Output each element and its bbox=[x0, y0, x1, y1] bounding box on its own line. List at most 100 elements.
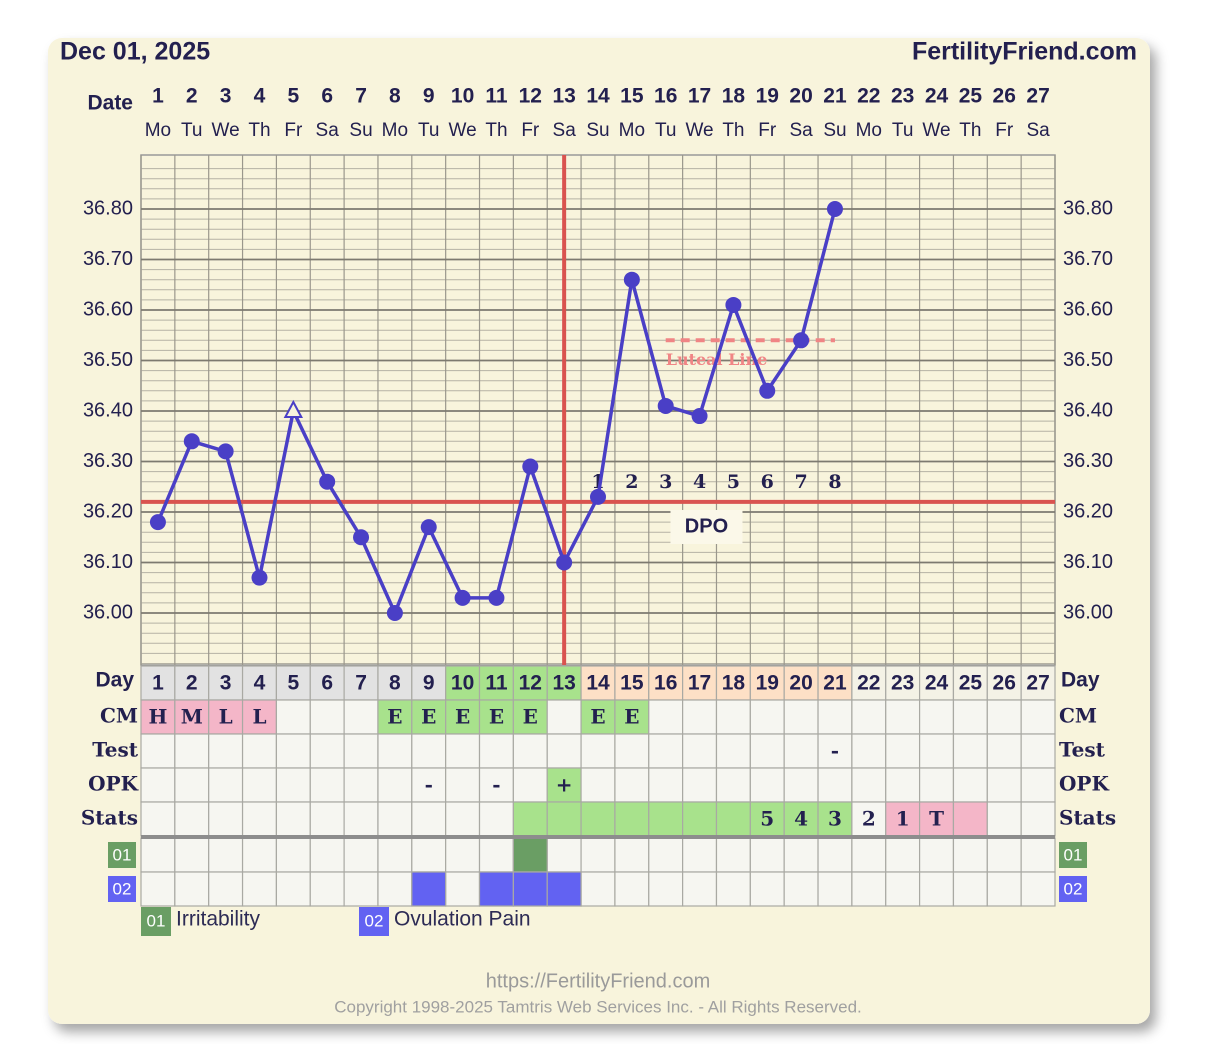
symptom-badge-text: 02 bbox=[113, 879, 132, 898]
chart-date: Dec 01, 2025 bbox=[60, 38, 210, 66]
symptom-cell bbox=[817, 837, 853, 873]
day-number: 9 bbox=[423, 672, 435, 695]
y-tick-label-right: 36.50 bbox=[1063, 349, 1113, 371]
x-tick-label: 2 bbox=[186, 85, 198, 108]
table-cell bbox=[208, 801, 244, 837]
y-tick-label: 36.60 bbox=[83, 298, 133, 320]
x-tick-label: 14 bbox=[586, 85, 610, 108]
table-cell bbox=[682, 801, 718, 837]
table-cell bbox=[546, 801, 582, 837]
temperature-point bbox=[522, 458, 539, 475]
table-cell bbox=[140, 767, 176, 803]
symptom-cell bbox=[377, 837, 413, 873]
temperature-point bbox=[691, 408, 708, 425]
y-tick-label: 36.10 bbox=[83, 551, 133, 573]
x-tick-label: 11 bbox=[485, 85, 508, 108]
symptom-cell bbox=[241, 837, 278, 873]
table-cell bbox=[478, 767, 514, 803]
weekday-label: Fr bbox=[758, 120, 777, 141]
symptom-cell bbox=[986, 837, 1022, 873]
symptom-cell bbox=[715, 871, 751, 907]
cell-text: - bbox=[492, 773, 500, 797]
table-cell bbox=[343, 699, 379, 735]
plot-area bbox=[140, 154, 1056, 666]
x-tick-label: 25 bbox=[959, 85, 983, 108]
day-number: 27 bbox=[1026, 672, 1049, 695]
weekday-label: We bbox=[685, 120, 713, 141]
table-cell bbox=[411, 699, 447, 735]
weekday-label: Fr bbox=[995, 120, 1014, 141]
table-cell bbox=[715, 699, 751, 735]
day-number: 24 bbox=[925, 672, 949, 695]
table-cell bbox=[715, 767, 751, 803]
dpo-number: 4 bbox=[693, 471, 706, 493]
x-tick-label: 5 bbox=[287, 85, 299, 108]
symptom-cell bbox=[208, 871, 244, 907]
symptom-cell bbox=[918, 871, 955, 907]
y-tick-label: 36.20 bbox=[83, 500, 133, 522]
day-number: 11 bbox=[485, 672, 508, 695]
table-cell bbox=[208, 733, 244, 769]
weekday-label: Mo bbox=[619, 120, 645, 141]
table-cell bbox=[241, 699, 278, 735]
y-tick-label-right: 36.80 bbox=[1063, 197, 1113, 219]
day-number: 17 bbox=[688, 672, 711, 695]
table-cell bbox=[241, 801, 278, 837]
day-cell bbox=[783, 665, 819, 701]
table-cell bbox=[309, 801, 345, 837]
table-cell bbox=[817, 767, 853, 803]
x-tick-label: 26 bbox=[993, 85, 1016, 108]
cell-text: 1 bbox=[896, 807, 910, 831]
footer-copyright: Copyright 1998-2025 Tamtris Web Services… bbox=[334, 997, 862, 1016]
weekday-label: We bbox=[922, 120, 950, 141]
cell-text: E bbox=[489, 705, 504, 729]
x-tick-label: 8 bbox=[389, 85, 401, 108]
day-number: 15 bbox=[620, 672, 644, 695]
table-cell bbox=[580, 733, 616, 769]
cell-text: 2 bbox=[862, 807, 876, 831]
symptom-cell bbox=[817, 871, 853, 907]
symptom-cell bbox=[749, 837, 785, 873]
table-cell bbox=[343, 801, 379, 837]
table-cell bbox=[343, 733, 379, 769]
day-cell bbox=[343, 665, 379, 701]
dpo-number: 6 bbox=[761, 471, 774, 493]
day-number: 12 bbox=[519, 672, 542, 695]
symptom-cell bbox=[783, 837, 819, 873]
row-label-right: Day bbox=[1061, 669, 1100, 692]
y-tick-label-right: 36.70 bbox=[1063, 248, 1113, 270]
day-number: 19 bbox=[756, 672, 779, 695]
temperature-point bbox=[454, 589, 471, 606]
x-tick-label: 16 bbox=[654, 85, 677, 108]
table-cell bbox=[715, 801, 751, 837]
weekday-label: Fr bbox=[521, 120, 540, 141]
day-number: 23 bbox=[891, 672, 914, 695]
table-cell bbox=[851, 733, 887, 769]
x-tick-label: 18 bbox=[722, 85, 746, 108]
x-tick-label: 9 bbox=[423, 85, 435, 108]
cell-text: L bbox=[219, 705, 233, 729]
temperature-point bbox=[657, 397, 674, 414]
table-cell bbox=[648, 801, 684, 837]
x-tick-label: 13 bbox=[552, 85, 575, 108]
table-cell bbox=[174, 733, 210, 769]
symptom-badge bbox=[108, 876, 136, 902]
dpo-number: 3 bbox=[659, 471, 672, 493]
table-cell bbox=[986, 767, 1022, 803]
symptom-cell bbox=[851, 871, 887, 907]
temperature-point bbox=[488, 589, 505, 606]
table-cell bbox=[614, 699, 650, 735]
symptom-cell bbox=[986, 871, 1022, 907]
day-number: 1 bbox=[152, 672, 164, 695]
row-label: Test bbox=[92, 738, 139, 762]
symptom-cell bbox=[377, 871, 413, 907]
weekday-label: Sa bbox=[789, 120, 813, 141]
symptom-cell bbox=[445, 837, 481, 873]
weekday-label: Mo bbox=[382, 120, 408, 141]
table-cell bbox=[783, 733, 819, 769]
weekday-label: We bbox=[449, 120, 477, 141]
day-number: 14 bbox=[586, 672, 610, 695]
weekday-label: Mo bbox=[856, 120, 882, 141]
symptom-badge-right-text: 02 bbox=[1064, 879, 1083, 898]
symptom-cell bbox=[208, 837, 244, 873]
